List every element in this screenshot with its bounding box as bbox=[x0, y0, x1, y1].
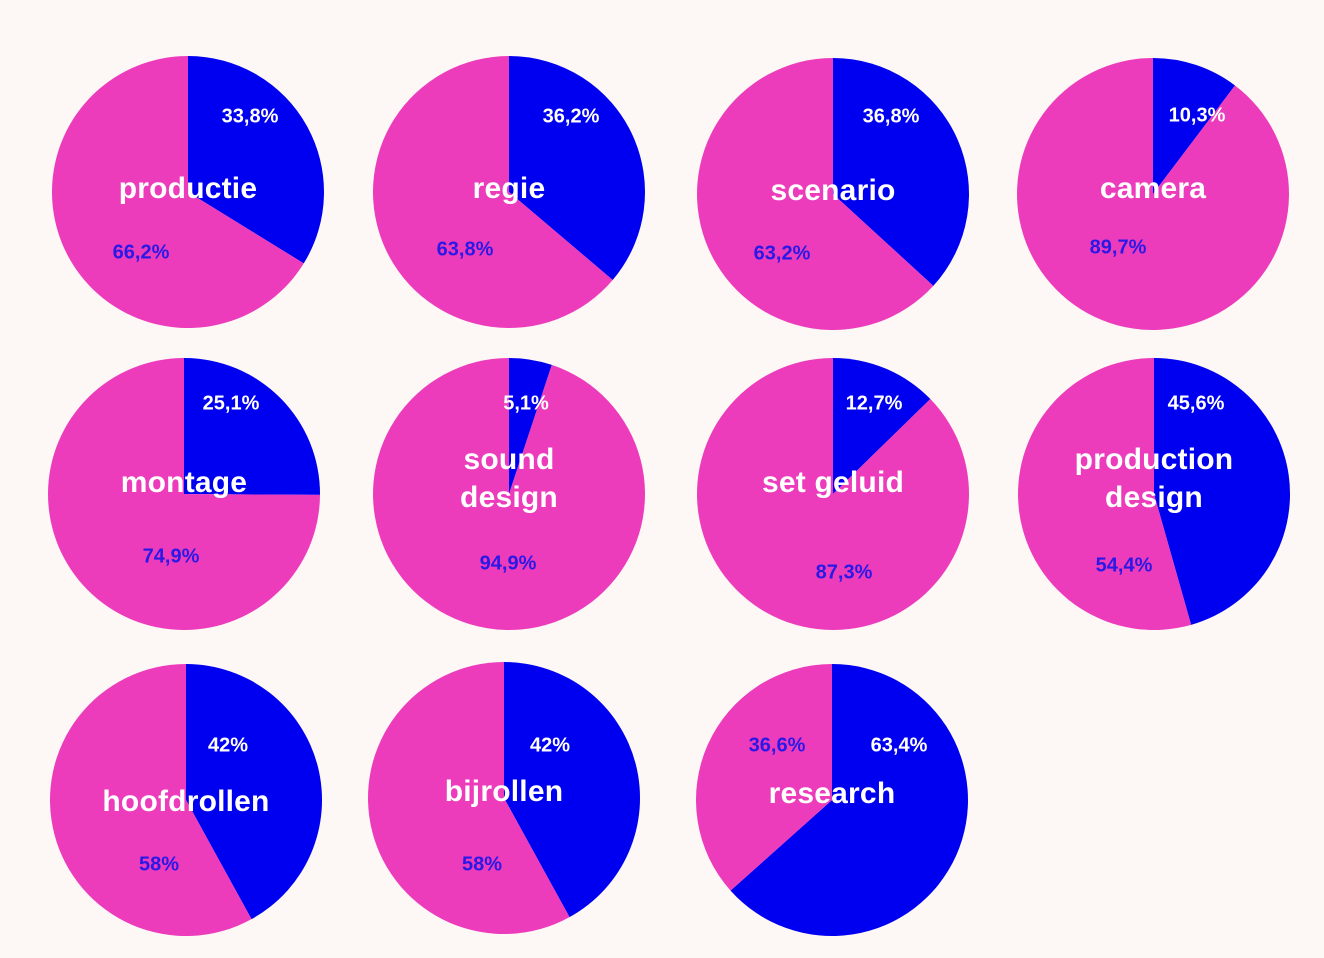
pie-label-blue-share: 25,1% bbox=[202, 392, 260, 415]
pie-slice-pink bbox=[697, 58, 934, 330]
pie-slice-pink bbox=[695, 664, 832, 891]
pie-chart: hoofdrollen 42% 58% bbox=[46, 660, 326, 940]
pie-slice-pink bbox=[697, 358, 970, 630]
pie-label-pink-share: 87,3% bbox=[815, 561, 873, 584]
pie-title: set geluid bbox=[761, 466, 905, 499]
pie-slice-pink bbox=[50, 664, 252, 936]
pie-label-blue-share: 12,7% bbox=[845, 392, 903, 415]
pie-slice-pink bbox=[1018, 358, 1192, 630]
pie-slice-pink bbox=[1017, 58, 1290, 330]
pie-label-blue-share: 5,1% bbox=[503, 392, 549, 415]
pie-title: bijrollen bbox=[444, 775, 564, 808]
pie-chart: camera 10,3% 89,7% bbox=[1013, 54, 1293, 334]
pie-chart: regie 36,2% 63,8% bbox=[369, 52, 649, 332]
pie-label-blue-share: 10,3% bbox=[1168, 104, 1226, 127]
pie-slice-pink bbox=[373, 358, 646, 630]
pie-label-pink-share: 58% bbox=[461, 853, 503, 876]
pie-svg bbox=[373, 358, 646, 630]
pie-label-blue-share: 36,2% bbox=[542, 105, 600, 128]
pie-chart: set geluid 12,7% 87,3% bbox=[693, 354, 973, 634]
pie-label-pink-share: 54,4% bbox=[1095, 554, 1153, 577]
pie-slice-blue bbox=[186, 664, 323, 920]
pie-title: camera bbox=[1099, 172, 1207, 205]
pie-title: research bbox=[768, 777, 896, 810]
pie-label-blue-share: 36,8% bbox=[862, 105, 920, 128]
pie-chart: sound design 5,1% 94,9% bbox=[369, 354, 649, 634]
pie-chart: scenario 36,8% 63,2% bbox=[693, 54, 973, 334]
pie-chart: bijrollen 42% 58% bbox=[364, 658, 644, 938]
pie-slice-blue bbox=[730, 664, 968, 936]
pie-chart: montage 25,1% 74,9% bbox=[44, 354, 324, 634]
pie-svg bbox=[52, 56, 325, 328]
pie-svg bbox=[695, 664, 968, 936]
pie-slice-pink bbox=[372, 56, 613, 328]
pie-title: sound design bbox=[460, 443, 558, 514]
pie-label-blue-share: 42% bbox=[207, 734, 249, 757]
pie-title: scenario bbox=[770, 174, 896, 207]
pie-chart: research 63,4% 36,6% bbox=[692, 660, 972, 940]
pie-svg bbox=[372, 56, 645, 328]
pie-chart: production design 45,6% 54,4% bbox=[1014, 354, 1294, 634]
pie-svg bbox=[50, 664, 323, 936]
pie-title: hoofdrollen bbox=[102, 785, 270, 818]
pie-slice-pink bbox=[48, 358, 321, 630]
pie-slice-blue bbox=[509, 358, 552, 494]
pie-slice-pink bbox=[368, 662, 570, 934]
pie-svg bbox=[48, 358, 321, 630]
pie-label-blue-share: 33,8% bbox=[221, 105, 279, 128]
pie-slice-blue bbox=[504, 662, 641, 918]
pie-svg bbox=[697, 58, 970, 330]
pie-label-pink-share: 58% bbox=[138, 853, 180, 876]
pie-slice-blue bbox=[1154, 358, 1291, 625]
pie-label-pink-share: 36,6% bbox=[748, 734, 806, 757]
pie-chart: productie 33,8% 66,2% bbox=[48, 52, 328, 332]
pie-label-pink-share: 89,7% bbox=[1089, 236, 1147, 259]
pie-title: montage bbox=[120, 466, 248, 499]
pie-slice-blue bbox=[509, 56, 645, 280]
pie-slice-blue bbox=[833, 358, 931, 494]
pie-label-blue-share: 45,6% bbox=[1167, 392, 1225, 415]
pie-title: regie bbox=[472, 172, 546, 205]
pie-svg bbox=[368, 662, 641, 934]
pie-slice-blue bbox=[188, 56, 325, 264]
pie-slice-pink bbox=[52, 56, 304, 328]
pie-title: production design bbox=[1074, 443, 1234, 514]
pie-label-blue-share: 63,4% bbox=[870, 734, 928, 757]
pie-slice-blue bbox=[1153, 58, 1235, 194]
pie-title: productie bbox=[118, 172, 258, 205]
pie-label-pink-share: 66,2% bbox=[112, 241, 170, 264]
pie-label-blue-share: 42% bbox=[529, 734, 571, 757]
pie-slice-blue bbox=[184, 358, 321, 495]
pie-slice-blue bbox=[833, 58, 970, 286]
pie-svg bbox=[697, 358, 970, 630]
pie-label-pink-share: 63,8% bbox=[436, 238, 494, 261]
pie-label-pink-share: 74,9% bbox=[142, 545, 200, 568]
pie-svg bbox=[1017, 58, 1290, 330]
pie-svg bbox=[1018, 358, 1291, 630]
pie-label-pink-share: 63,2% bbox=[753, 242, 811, 265]
pie-label-pink-share: 94,9% bbox=[479, 552, 537, 575]
